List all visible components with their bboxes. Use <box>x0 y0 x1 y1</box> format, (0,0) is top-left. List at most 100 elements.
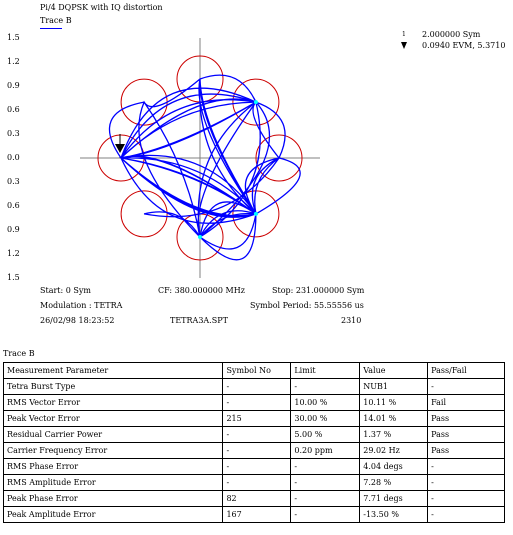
column-header: Pass/Fail <box>427 362 505 379</box>
table-row: RMS Vector Error - 10.00 % 10.11 % Fail <box>2 394 505 411</box>
y-tick-label: 0.9 <box>7 81 20 90</box>
value-cell: 7.71 degs <box>359 490 429 507</box>
column-header: Measurement Parameter <box>2 362 224 379</box>
modulation-type: Modulation : TETRA <box>40 301 123 310</box>
limit-cell: - <box>290 378 361 395</box>
limit-cell: - <box>290 506 361 523</box>
marker-triangle-icon <box>401 42 407 49</box>
results-header-row: Measurement Parameter Symbol No Limit Va… <box>2 362 505 379</box>
parameter-cell: Carrier Frequency Error <box>2 442 224 459</box>
value-cell: 10.11 % <box>359 394 429 411</box>
pass-fail-cell: Pass <box>427 410 505 427</box>
parameter-cell: Peak Amplitude Error <box>2 506 224 523</box>
value-cell: 1.37 % <box>359 426 429 443</box>
symbol-no-cell: 82 <box>222 490 292 507</box>
y-tick-label: 0.6 <box>7 105 20 114</box>
parameter-cell: Peak Vector Error <box>2 410 224 427</box>
plot-axes <box>80 38 320 278</box>
symbol-no-cell: - <box>222 426 292 443</box>
iq-trace <box>108 74 301 261</box>
limit-cell: 10.00 % <box>290 394 361 411</box>
pass-fail-cell: Fail <box>427 394 505 411</box>
plot-title: Pi/4 DQPSK with IQ distortion <box>40 3 163 12</box>
value-cell: NUB1 <box>359 378 429 395</box>
y-tick-label: 1.2 <box>7 57 20 66</box>
y-tick-label: 0.0 <box>7 153 20 162</box>
limit-cell: 0.20 ppm <box>290 442 361 459</box>
parameter-cell: RMS Amplitude Error <box>2 474 224 491</box>
marker-evm-readout: 0.0940 EVM, 5.3710 <box>422 41 506 50</box>
trace-label: Trace B <box>40 16 72 25</box>
pass-fail-cell: - <box>427 506 505 523</box>
symbol-period: Symbol Period: 55.55556 us <box>250 301 364 310</box>
constellation-plot <box>80 38 320 278</box>
symbol-point <box>253 211 258 216</box>
marker-arrow <box>115 134 125 153</box>
parameter-cell: Peak Phase Error <box>2 490 224 507</box>
trace-path <box>108 74 301 261</box>
table-row: Carrier Frequency Error - 0.20 ppm 29.02… <box>2 442 505 459</box>
results-table: Measurement Parameter Symbol No Limit Va… <box>2 362 505 523</box>
timestamp: 26/02/98 18:23:52 <box>40 316 115 325</box>
y-tick-label: 0.6 <box>7 201 20 210</box>
parameter-cell: Tetra Burst Type <box>2 378 224 395</box>
table-row: Peak Vector Error 215 30.00 % 14.01 % Pa… <box>2 410 505 427</box>
limit-cell: 5.00 % <box>290 426 361 443</box>
pass-fail-cell: - <box>427 490 505 507</box>
symbol-no-cell: - <box>222 394 292 411</box>
value-cell: 7.28 % <box>359 474 429 491</box>
value-cell: 4.04 degs <box>359 458 429 475</box>
limit-cell: - <box>290 474 361 491</box>
target-circle <box>232 78 280 126</box>
pass-fail-cell: - <box>427 458 505 475</box>
table-row: Peak Phase Error 82 - 7.71 degs - <box>2 490 505 507</box>
parameter-cell: Residual Carrier Power <box>2 426 224 443</box>
symbol-points <box>198 100 258 239</box>
y-tick-label: 1.2 <box>7 249 20 258</box>
table-row: RMS Phase Error - - 4.04 degs - <box>2 458 505 475</box>
limit-cell: - <box>290 458 361 475</box>
symbol-no-cell: - <box>222 378 292 395</box>
value-cell: -13.50 % <box>359 506 429 523</box>
value-cell: 14.01 % <box>359 410 429 427</box>
y-tick-label: 1.5 <box>7 273 20 282</box>
table-row: RMS Amplitude Error - - 7.28 % - <box>2 474 505 491</box>
table-row: Residual Carrier Power - 5.00 % 1.37 % P… <box>2 426 505 443</box>
limit-cell: - <box>290 490 361 507</box>
marker-index: 1 <box>402 31 406 38</box>
results-section-label: Trace B <box>3 349 35 358</box>
parameter-cell: RMS Vector Error <box>2 394 224 411</box>
marker-symbol-readout: 2.000000 Sym <box>422 30 481 39</box>
symbol-point <box>253 100 258 105</box>
column-header: Value <box>359 362 429 379</box>
limit-cell: 30.00 % <box>290 410 361 427</box>
value-cell: 29.02 Hz <box>359 442 429 459</box>
symbol-no-cell: - <box>222 458 292 475</box>
y-tick-label: 1.5 <box>7 33 20 42</box>
record-count: 2310 <box>341 316 362 325</box>
table-row: Tetra Burst Type - - NUB1 - <box>2 378 505 395</box>
pass-fail-cell: Pass <box>427 426 505 443</box>
pass-fail-cell: - <box>427 474 505 491</box>
column-header: Symbol No <box>222 362 292 379</box>
y-tick-label: 0.3 <box>7 129 20 138</box>
symbol-no-cell: 167 <box>222 506 292 523</box>
symbol-point <box>198 235 202 239</box>
target-circle <box>120 190 168 238</box>
trace-legend-line <box>40 28 62 29</box>
start-symbol: Start: 0 Sym <box>40 286 91 295</box>
symbol-no-cell: - <box>222 474 292 491</box>
symbol-no-cell: - <box>222 442 292 459</box>
y-tick-label: 0.3 <box>7 177 20 186</box>
center-frequency: CF: 380.000000 MHz <box>158 286 245 295</box>
file-name: TETRA3A.SPT <box>170 316 228 325</box>
table-row: Peak Amplitude Error 167 - -13.50 % - <box>2 506 505 523</box>
stop-symbol: Stop: 231.000000 Sym <box>272 286 365 295</box>
column-header: Limit <box>290 362 361 379</box>
pass-fail-cell: Pass <box>427 442 505 459</box>
symbol-no-cell: 215 <box>222 410 292 427</box>
pass-fail-cell: - <box>427 378 505 395</box>
parameter-cell: RMS Phase Error <box>2 458 224 475</box>
target-circle <box>255 134 303 182</box>
y-tick-label: 0.9 <box>7 225 20 234</box>
